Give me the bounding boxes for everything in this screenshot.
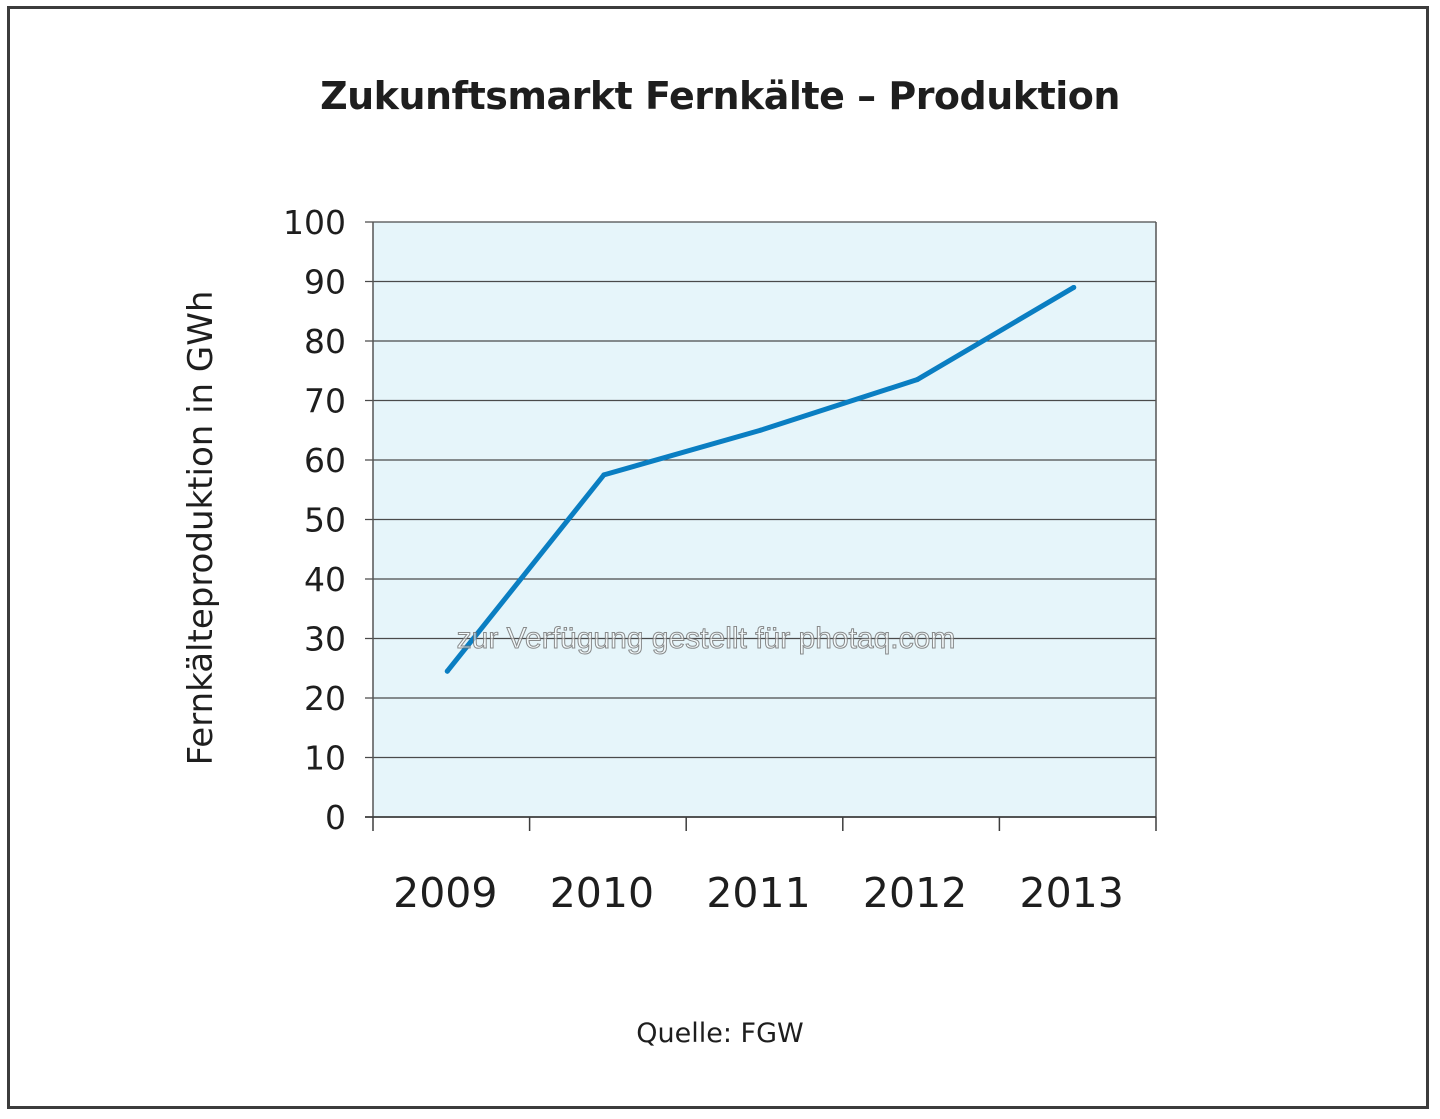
y-tick-label: 60: [304, 441, 346, 480]
y-tick-label: 90: [304, 263, 346, 302]
x-tick-label: 2013: [1020, 869, 1124, 917]
data-point: [601, 472, 607, 478]
y-tick-label: 30: [304, 620, 346, 659]
data-point: [758, 427, 763, 433]
y-axis-label: Fernkälteproduktion in GWh: [181, 291, 221, 766]
x-tick-label: 2011: [706, 869, 810, 917]
y-tick-label: 40: [304, 560, 346, 599]
y-tick-label: 20: [304, 679, 346, 718]
y-tick-label: 70: [304, 382, 346, 421]
x-tick-label: 2012: [863, 869, 967, 917]
data-point: [444, 668, 450, 674]
axes: [365, 222, 1157, 831]
data-point: [914, 377, 920, 383]
y-tick-labels: 0 10 20 30 40 50 60 70 80 90 100: [283, 203, 346, 837]
gridlines: [365, 221, 1156, 759]
data-points: [444, 284, 1077, 674]
chart-title: Zukunftsmarkt Fernkälte – Produktion: [320, 74, 1120, 118]
y-tick-label: 80: [304, 322, 346, 361]
y-tick-label: 100: [283, 203, 346, 242]
watermark-text: zur Verfügung gestellt für photaq.com: [457, 622, 956, 655]
y-tick-label: 50: [304, 501, 346, 540]
x-tick-label: 2010: [550, 869, 654, 917]
source-note: Quelle: FGW: [636, 1018, 804, 1049]
data-point: [1071, 284, 1077, 290]
x-tick-label: 2009: [393, 869, 497, 917]
y-tick-label: 0: [325, 798, 346, 837]
y-tick-label: 10: [304, 739, 346, 778]
x-tick-labels: 2009 2010 2011 2012 2013: [393, 869, 1124, 917]
